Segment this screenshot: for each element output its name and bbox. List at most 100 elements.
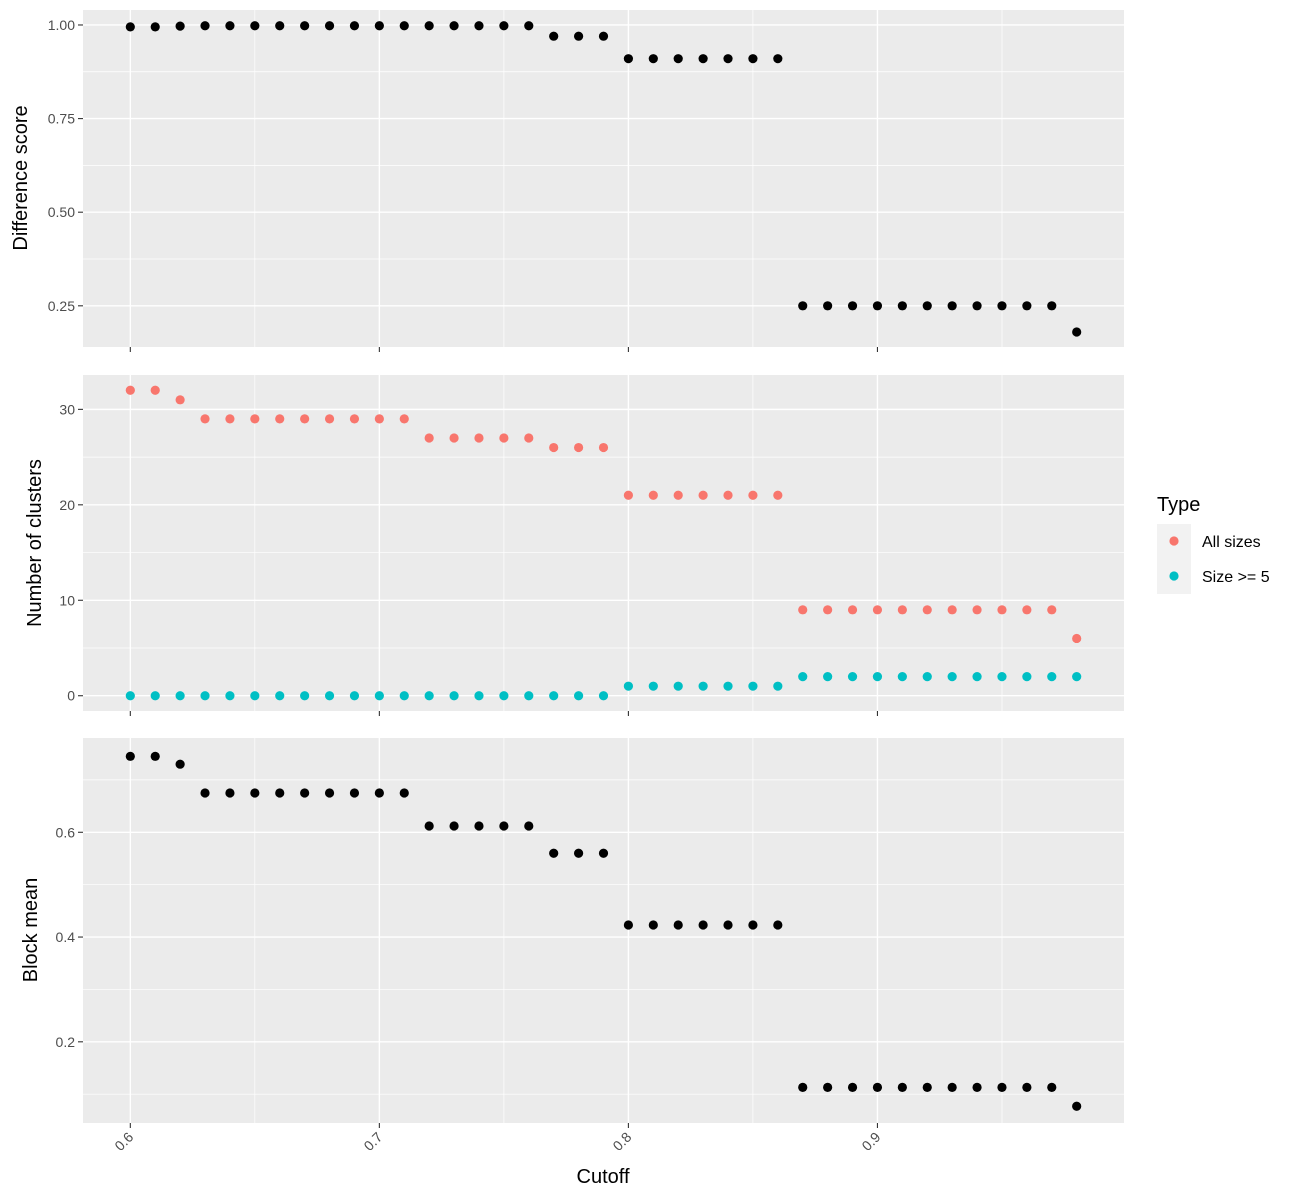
all-sizes-point [897, 605, 907, 615]
all-sizes-point [573, 442, 584, 453]
size-5-point [324, 691, 335, 701]
all-sizes-point [175, 395, 185, 405]
all-sizes-point [125, 385, 135, 395]
size-5-point [922, 672, 932, 682]
y-tick-label: 10 [59, 592, 75, 608]
size-5-point [374, 691, 384, 701]
number-of-clusters-panel: 0 10 20 30 [59, 375, 1124, 716]
legend-label-size-5: Size >= 5 [1202, 569, 1270, 586]
size-5-point [698, 681, 708, 691]
difference-score-point [623, 54, 634, 64]
difference-score-point [1022, 301, 1032, 311]
y-tick-label: 0.75 [48, 111, 75, 127]
all-sizes-point [474, 433, 484, 443]
difference-score-point [349, 21, 360, 31]
block-mean-point [449, 821, 459, 831]
all-sizes-point [524, 433, 534, 443]
y-tick-label: 0.4 [56, 929, 76, 945]
difference-score-point [598, 31, 609, 41]
size-5-point [798, 672, 808, 682]
block-mean-point [773, 920, 783, 930]
difference-score-point [972, 301, 982, 311]
block-mean-point [623, 920, 634, 930]
y-tick-label: 0.50 [48, 204, 75, 220]
difference-score-point [573, 31, 584, 41]
y-axis-title-difference-score: Difference score [10, 105, 32, 250]
all-sizes-point [449, 433, 459, 443]
difference-score-point [324, 21, 335, 31]
all-sizes-point [723, 490, 733, 500]
all-sizes-point [798, 605, 808, 615]
size-5-point [847, 672, 858, 682]
legend-title: Type [1157, 494, 1200, 516]
legend-key-size-5 [1169, 571, 1179, 581]
size-5-point [499, 691, 509, 701]
block-mean-point [872, 1082, 883, 1092]
difference-score-point [773, 54, 783, 64]
difference-score-point [524, 21, 534, 31]
difference-score-point [897, 301, 907, 311]
size-5-point [250, 691, 260, 701]
all-sizes-point [997, 605, 1007, 615]
difference-score-point [200, 21, 210, 31]
all-sizes-point [424, 433, 434, 443]
block-mean-point [399, 788, 409, 798]
size-5-point [549, 691, 559, 701]
difference-score-point [499, 21, 509, 31]
legend-key-all-sizes [1169, 536, 1179, 546]
difference-score-point [150, 22, 160, 32]
difference-score-point [250, 21, 260, 31]
difference-score-point [449, 21, 459, 31]
block-mean-panel: 0.6 0.7 0.8 0.90.20.40.6 [56, 738, 1124, 1154]
size-5-point [723, 681, 733, 691]
difference-score-point [872, 301, 883, 311]
size-5-point [424, 691, 434, 701]
block-mean-point [997, 1082, 1007, 1092]
size-5-point [524, 691, 534, 701]
all-sizes-point [549, 442, 559, 453]
difference-score-point [374, 21, 384, 31]
y-tick-label: 0 [67, 688, 75, 704]
all-sizes-point [499, 433, 509, 443]
difference-score-point [275, 21, 285, 31]
difference-score-point [300, 21, 310, 31]
block-mean-point [125, 751, 135, 761]
size-5-point [972, 672, 982, 682]
block-mean-point [250, 788, 260, 798]
size-5-point [1022, 672, 1032, 682]
y-axis-title-block-mean: Block mean [20, 878, 42, 983]
all-sizes-point [698, 490, 708, 500]
block-mean-point [972, 1082, 982, 1092]
block-mean-point [349, 788, 360, 798]
size-5-point [947, 672, 957, 682]
all-sizes-point [1022, 605, 1032, 615]
block-mean-point [549, 848, 559, 858]
y-tick-label: 1.00 [48, 17, 75, 33]
size-5-point [275, 691, 285, 701]
difference-score-point [922, 301, 932, 311]
block-mean-point [723, 920, 733, 930]
block-mean-point [1022, 1082, 1032, 1092]
size-5-point [997, 672, 1007, 682]
all-sizes-point [972, 605, 982, 615]
difference-score-point [125, 22, 135, 32]
all-sizes-point [324, 414, 335, 424]
all-sizes-point [847, 605, 858, 615]
block-mean-point [374, 788, 384, 798]
block-mean-point [275, 788, 285, 798]
size-5-point [823, 672, 833, 682]
block-mean-point [947, 1082, 957, 1092]
size-5-point [474, 691, 484, 701]
y-tick-label: 0.2 [56, 1034, 76, 1050]
all-sizes-point [225, 414, 235, 424]
difference-score-point [798, 301, 808, 311]
all-sizes-point [823, 605, 833, 615]
size-5-point [1072, 672, 1082, 682]
difference-score-point [847, 301, 858, 311]
block-mean-point [524, 821, 534, 831]
difference-score-plot-background [83, 10, 1124, 347]
all-sizes-point [250, 414, 260, 424]
all-sizes-point [150, 385, 160, 395]
size-5-point [598, 691, 609, 701]
all-sizes-point [773, 490, 783, 500]
